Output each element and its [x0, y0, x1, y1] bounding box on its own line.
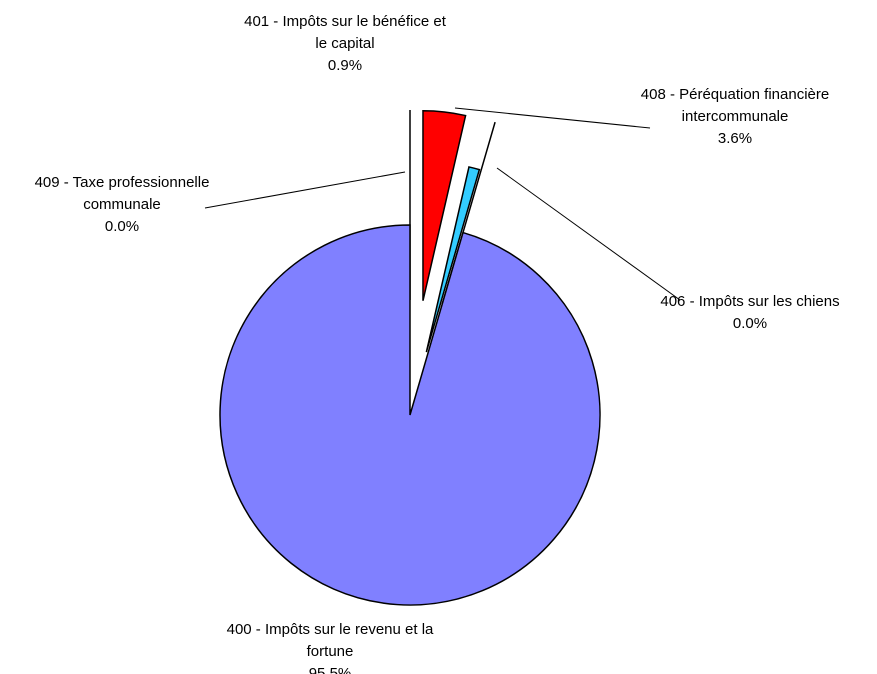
category-label: 400 - Impôts sur le revenu et la fortune — [226, 621, 434, 660]
value-label: 0.9% — [327, 57, 363, 74]
value-label: 0.0% — [104, 218, 140, 235]
slice-label: 409 - Taxe professionnelle communale 0.0% — [22, 172, 222, 238]
slice-label: 408 - Péréquation financière intercommun… — [640, 84, 830, 150]
category-label: 406 - Impôts sur les chiens — [660, 293, 840, 310]
value-label: 95.5% — [308, 665, 352, 674]
category-label: 408 - Péréquation financière intercommun… — [640, 86, 830, 125]
slice-label: 400 - Impôts sur le revenu et la fortune… — [220, 619, 440, 674]
pie-slice — [219, 224, 601, 606]
slice-label: 406 - Impôts sur les chiens 0.0% — [620, 291, 877, 335]
leader-line — [496, 167, 681, 301]
value-label: 0.0% — [732, 315, 768, 332]
pie-slice — [425, 166, 481, 353]
slice-label: 401 - Impôts sur le bénéfice et le capit… — [240, 11, 450, 77]
leader-line — [204, 171, 406, 209]
category-label: 401 - Impôts sur le bénéfice et le capit… — [244, 13, 446, 52]
leader-line — [454, 107, 651, 129]
value-label: 3.6% — [717, 130, 753, 147]
category-label: 409 - Taxe professionnelle communale — [34, 174, 210, 213]
pie-slice — [422, 109, 467, 301]
